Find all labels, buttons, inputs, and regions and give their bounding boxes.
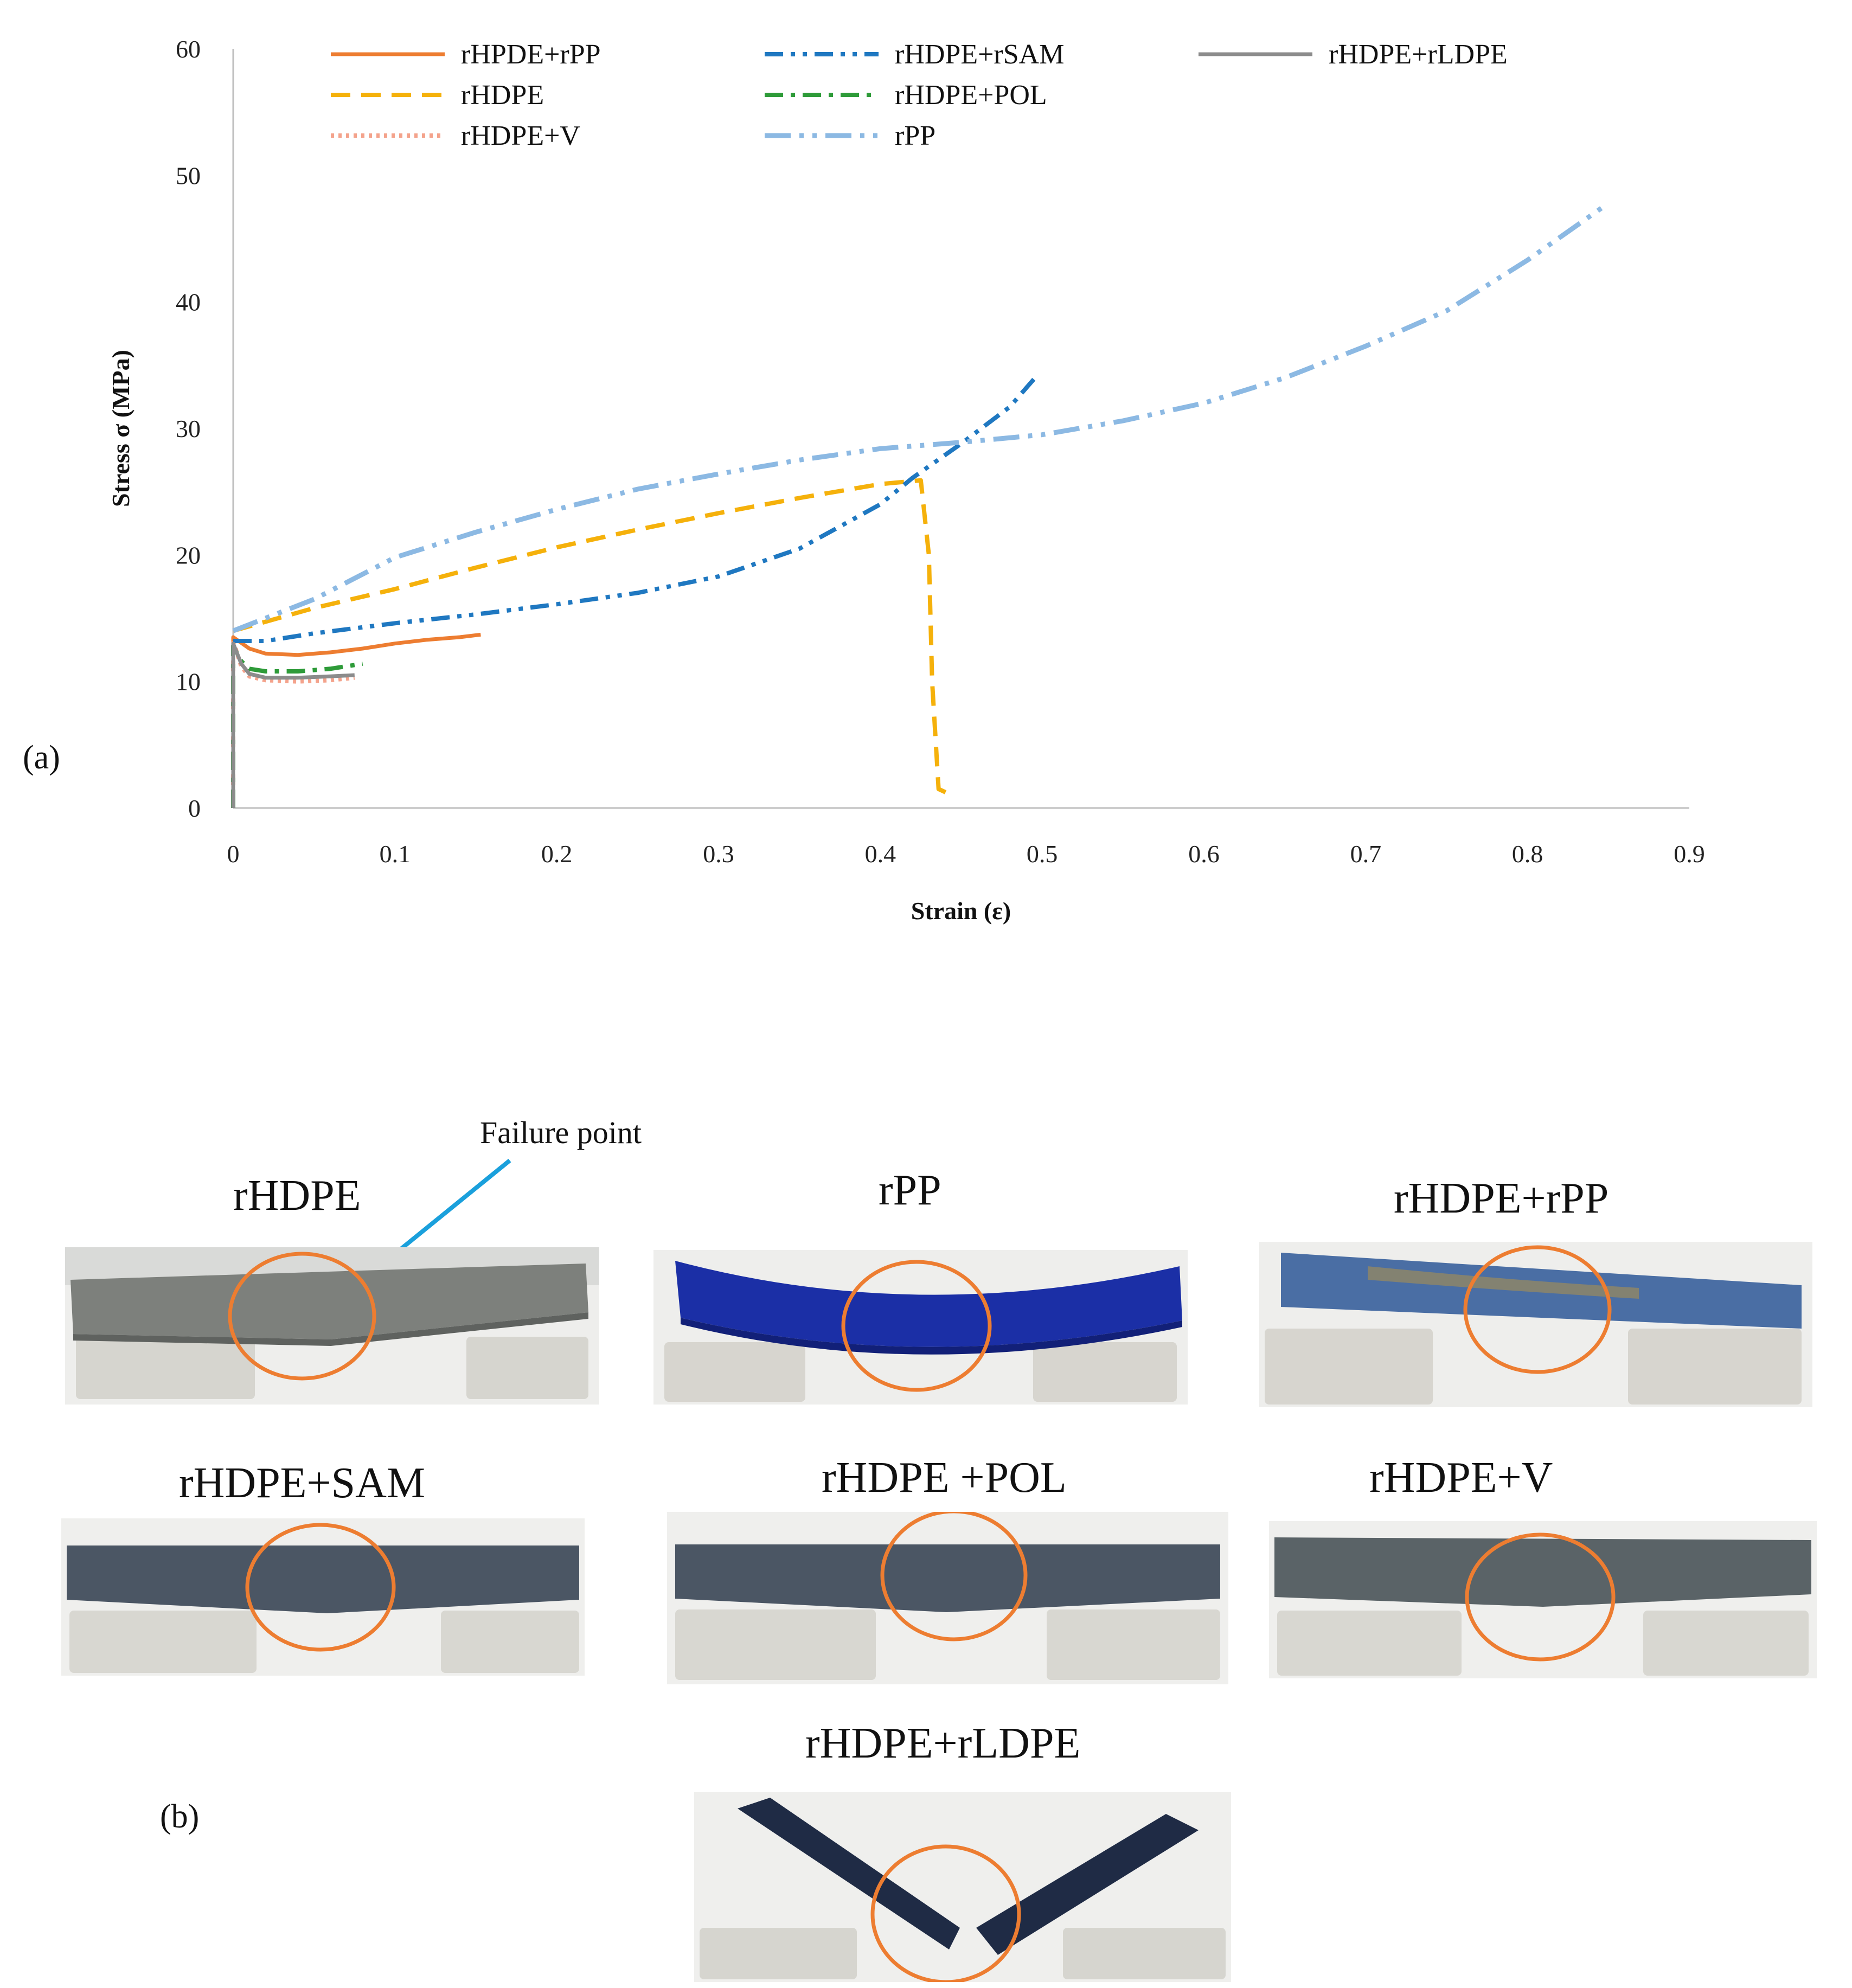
series-line-rhdpe	[232, 478, 950, 795]
series-line-rhpde-rpp	[231, 632, 481, 808]
series-line-rhdpe-rsam	[233, 374, 1039, 643]
y-tick-label: 40	[176, 288, 201, 316]
x-tick-labels: 0 0.1 0.2 0.3 0.4 0.5 0.6 0.7 0.8 0.9	[227, 840, 1705, 868]
legend-label: rHDPE+POL	[895, 80, 1047, 111]
y-tick-label: 10	[176, 668, 201, 696]
y-tick-label: 20	[176, 541, 201, 569]
legend: rHPDE+rPP rHDPE rHDPE+V rHDPE+rSAM rHDPE+POL…	[331, 39, 1508, 151]
legend-label: rPP	[895, 120, 935, 151]
photo-rhdpe-v	[1269, 1521, 1817, 1678]
series-line-rhdpe-pol	[231, 644, 363, 808]
y-tick-label: 50	[176, 162, 201, 189]
x-tick-label: 0	[227, 840, 240, 868]
photo-label-rpp: rPP	[879, 1166, 941, 1214]
legend-label: rHDPE+rSAM	[895, 39, 1064, 70]
failure-marker	[841, 1260, 992, 1392]
panel-a-label: (a)	[23, 739, 60, 776]
series-line-rhdpe-v	[231, 639, 355, 808]
failure-marker	[228, 1252, 376, 1381]
photo-label-rhdpe-pol: rHDPE +POL	[822, 1454, 1067, 1502]
failure-marker	[880, 1512, 1028, 1641]
legend-label: rHPDE+rPP	[461, 39, 601, 70]
photo-label-rhdpe: rHDPE	[233, 1172, 361, 1220]
x-tick-label: 0.6	[1188, 840, 1220, 868]
y-tick-label: 0	[188, 794, 201, 822]
failure-marker	[870, 1844, 1021, 1982]
photo-label-rhdpe-sam: rHDPE+SAM	[179, 1459, 426, 1507]
photo-rhdpe-rldpe	[694, 1792, 1231, 1982]
x-axis-title: Strain (ε)	[911, 897, 1011, 925]
photo-label-rhdpe-rldpe: rHDPE+rLDPE	[805, 1720, 1081, 1767]
legend-label: rHDPE+rLDPE	[1329, 39, 1508, 70]
x-tick-label: 0.4	[865, 840, 896, 868]
x-tick-label: 0.1	[380, 840, 411, 868]
photo-rhdpe-sam	[61, 1518, 585, 1676]
y-axis-title: Stress σ (MPa)	[107, 350, 134, 507]
x-tick-label: 0.7	[1350, 840, 1382, 868]
y-tick-labels: 0 10 20 30 40 50 60	[176, 35, 201, 822]
x-tick-label: 0.9	[1674, 840, 1705, 868]
plot-axes	[232, 49, 1689, 809]
panel-b-label: (b)	[160, 1798, 200, 1835]
legend-label: rHDPE+V	[461, 120, 580, 151]
y-tick-label: 60	[176, 35, 201, 63]
failure-marker	[1465, 1532, 1616, 1662]
x-tick-label: 0.8	[1512, 840, 1543, 868]
x-tick-label: 0.5	[1027, 840, 1058, 868]
y-tick-label: 30	[176, 415, 201, 443]
x-tick-label: 0.3	[703, 840, 734, 868]
photo-rpp	[653, 1250, 1188, 1405]
legend-label: rHDPE	[461, 80, 544, 111]
failure-point-callout: Failure point	[480, 1115, 642, 1150]
series-line-rhdpe-rldpe	[231, 642, 355, 808]
series-line-rpp	[232, 201, 1610, 633]
failure-marker	[1463, 1245, 1612, 1374]
photo-label-rhdpe-v: rHDPE+V	[1369, 1454, 1553, 1502]
photo-rhdpe	[65, 1247, 599, 1405]
series-lines	[231, 201, 1610, 808]
photo-rhdpe-pol	[667, 1512, 1228, 1684]
failure-marker	[245, 1523, 396, 1652]
photo-label-rhdpe-rpp: rHDPE+rPP	[1394, 1175, 1609, 1222]
x-tick-label: 0.2	[541, 840, 573, 868]
photo-rhdpe-rpp	[1259, 1242, 1812, 1407]
